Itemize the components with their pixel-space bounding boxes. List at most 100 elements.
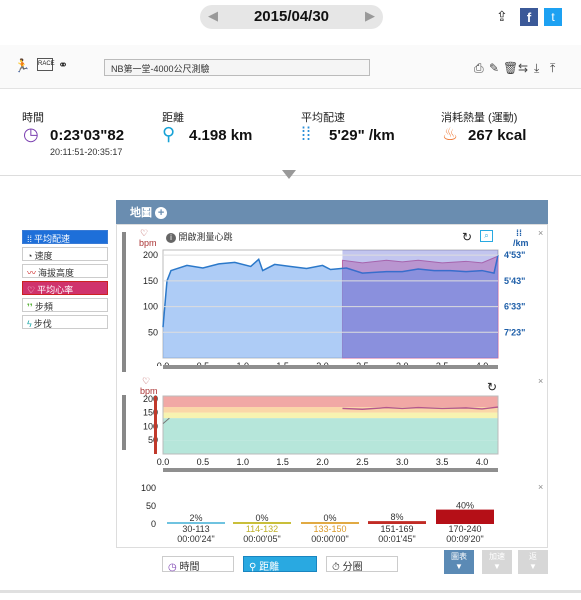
close-icon[interactable]: × xyxy=(538,482,544,492)
horizontal-scrollbar[interactable] xyxy=(163,468,498,472)
panel-title: 地圖 xyxy=(130,207,152,219)
cadence-icon: ❜❜ xyxy=(27,302,33,312)
pace-tick-label: 7'23" xyxy=(504,327,525,337)
legend-label: 速度 xyxy=(34,251,53,261)
sync-icon[interactable]: ⇆ xyxy=(518,61,529,75)
x-tick-label: 3.5 xyxy=(436,361,449,366)
tab-time[interactable]: ◷ 時間 xyxy=(162,556,234,573)
facebook-icon[interactable]: f xyxy=(520,8,538,26)
print-icon[interactable]: ⎙ xyxy=(474,61,484,75)
hr-zone-chart: 200 150 100 50 0.0 0.5 1.0 1.5 2.0 2.5 3.0 3.5 4.0 xyxy=(143,394,499,467)
plot-area xyxy=(162,395,499,455)
add-icon[interactable]: + xyxy=(155,207,168,219)
x-tick-label: 0.0 xyxy=(157,361,170,366)
zone-percent: 0% xyxy=(323,513,336,523)
time-range: 20:11:51-20:35:17 xyxy=(50,147,123,157)
legend-cadence[interactable]: ❜❜ 步頻 xyxy=(22,298,108,312)
distance-label: 距離 xyxy=(162,112,184,124)
distance-icon: ⚲ xyxy=(249,562,257,573)
edit-icon[interactable]: ✎ xyxy=(489,61,500,75)
distance-value: 4.198 km xyxy=(189,127,253,144)
hr-hint: i 開啟測量心跳 xyxy=(166,230,233,243)
delete-icon[interactable]: 🗑 xyxy=(503,61,519,75)
pace-label: 平均配速 xyxy=(301,112,345,124)
map-panel-header[interactable]: 地圖 + xyxy=(116,200,548,224)
legend-speed[interactable]: ◔ 速度 xyxy=(22,247,108,261)
zone-bar xyxy=(436,509,494,524)
upload-icon[interactable]: ⤒ xyxy=(550,61,556,75)
pace-icon: ⁞⁞ xyxy=(301,124,312,144)
accel-button[interactable]: 加速 ▼ xyxy=(482,550,512,574)
zone-percent: 0% xyxy=(255,513,268,523)
twitter-icon[interactable]: t xyxy=(544,8,562,26)
y-tick-label: 50 xyxy=(146,501,156,511)
run-icon: 🏃 xyxy=(14,58,31,73)
bpm-label: bpm xyxy=(140,386,158,396)
pace-unit-icon: ⁞⁞ xyxy=(516,228,522,238)
close-icon[interactable]: × xyxy=(538,228,544,238)
expand-arrow-icon[interactable] xyxy=(282,170,296,179)
page-bottom-edge xyxy=(0,590,581,593)
stride-icon: ϟ xyxy=(27,319,32,329)
activity-title-field[interactable]: NB第一堂-4000公尺測驗 xyxy=(104,59,370,76)
next-date-button[interactable]: ▶ xyxy=(365,8,375,23)
bpm-label: bpm xyxy=(139,238,157,248)
download-icon[interactable]: ⤓ xyxy=(534,61,540,75)
heart-rate-line xyxy=(342,406,499,410)
x-tick-label: 0.0 xyxy=(157,457,170,467)
chart-button[interactable]: 圖表 ▼ xyxy=(444,550,474,574)
close-icon[interactable]: × xyxy=(538,376,544,386)
x-tick-label: 1.5 xyxy=(276,457,289,467)
clock-icon: ◷ xyxy=(168,562,177,573)
selection-region xyxy=(342,250,498,358)
pace-tick-label: 4'53" xyxy=(504,250,525,260)
vertical-scrollbar[interactable] xyxy=(122,232,126,372)
x-tick-label: 3.5 xyxy=(436,457,449,467)
time-label: 時間 xyxy=(22,112,44,124)
legend-label: 平均配速 xyxy=(34,234,71,244)
start-segment xyxy=(162,417,170,424)
refresh-icon[interactable]: ↻ xyxy=(462,230,473,244)
prev-date-button[interactable]: ◀ xyxy=(208,8,218,23)
y-tick-label: 200 xyxy=(143,250,158,260)
tab-label: 時間 xyxy=(179,562,200,573)
zoom-icon[interactable]: ⌕ xyxy=(480,230,493,242)
button-label: 圖表 xyxy=(451,552,467,561)
info-icon: i xyxy=(166,233,176,243)
horizontal-scrollbar[interactable] xyxy=(163,365,498,369)
zone-band xyxy=(163,407,498,413)
legend-avg-heart-rate[interactable]: ♡ 平均心率 xyxy=(22,281,108,295)
flame-icon: ♨ xyxy=(442,124,459,144)
tab-distance[interactable]: ⚲ 距離 xyxy=(243,556,317,573)
x-tick-label: 0.5 xyxy=(197,361,210,366)
vertical-scrollbar[interactable] xyxy=(122,395,126,450)
refresh-icon[interactable]: ↻ xyxy=(487,380,498,394)
zone-band xyxy=(163,396,498,408)
legend-avg-pace[interactable]: ⁞⁞ 平均配速 xyxy=(22,230,108,244)
zone-time: 00:00'05" xyxy=(243,534,280,544)
zone-time: 00:00'24" xyxy=(177,534,214,544)
x-tick-label: 4.0 xyxy=(476,457,489,467)
legend-altitude[interactable]: 〰海拔高度 xyxy=(22,264,108,278)
zone-band xyxy=(163,440,498,454)
back-button[interactable]: 返 ▼ xyxy=(518,550,548,574)
zone-range: 170-240 xyxy=(448,524,481,534)
zone-marker xyxy=(154,396,157,454)
tab-laps[interactable]: ⏱ 分圈 xyxy=(326,556,398,573)
x-tick-label: 3.0 xyxy=(396,361,409,366)
legend-stride[interactable]: ϟ 步伐 xyxy=(22,315,108,329)
calories-label: 消耗熱量 (運動) xyxy=(441,112,518,124)
bike-icon: ⚭ xyxy=(58,58,69,72)
x-tick-label: 3.0 xyxy=(396,457,409,467)
zone-range: 30-113 xyxy=(182,524,209,534)
legend-label: 平均心率 xyxy=(37,285,74,295)
x-tick-label: 1.5 xyxy=(276,361,289,366)
zone-bar xyxy=(301,522,359,524)
distance-icon: ⚲ xyxy=(162,124,176,144)
x-tick-label: 1.0 xyxy=(237,361,250,366)
tab-label: 分圈 xyxy=(342,562,363,573)
zone-bar xyxy=(233,522,291,524)
pace-icon: ⁞⁞ xyxy=(27,234,33,244)
share-icon[interactable]: ⇪ xyxy=(496,8,508,24)
zone-time: 00:00'00" xyxy=(311,534,348,544)
